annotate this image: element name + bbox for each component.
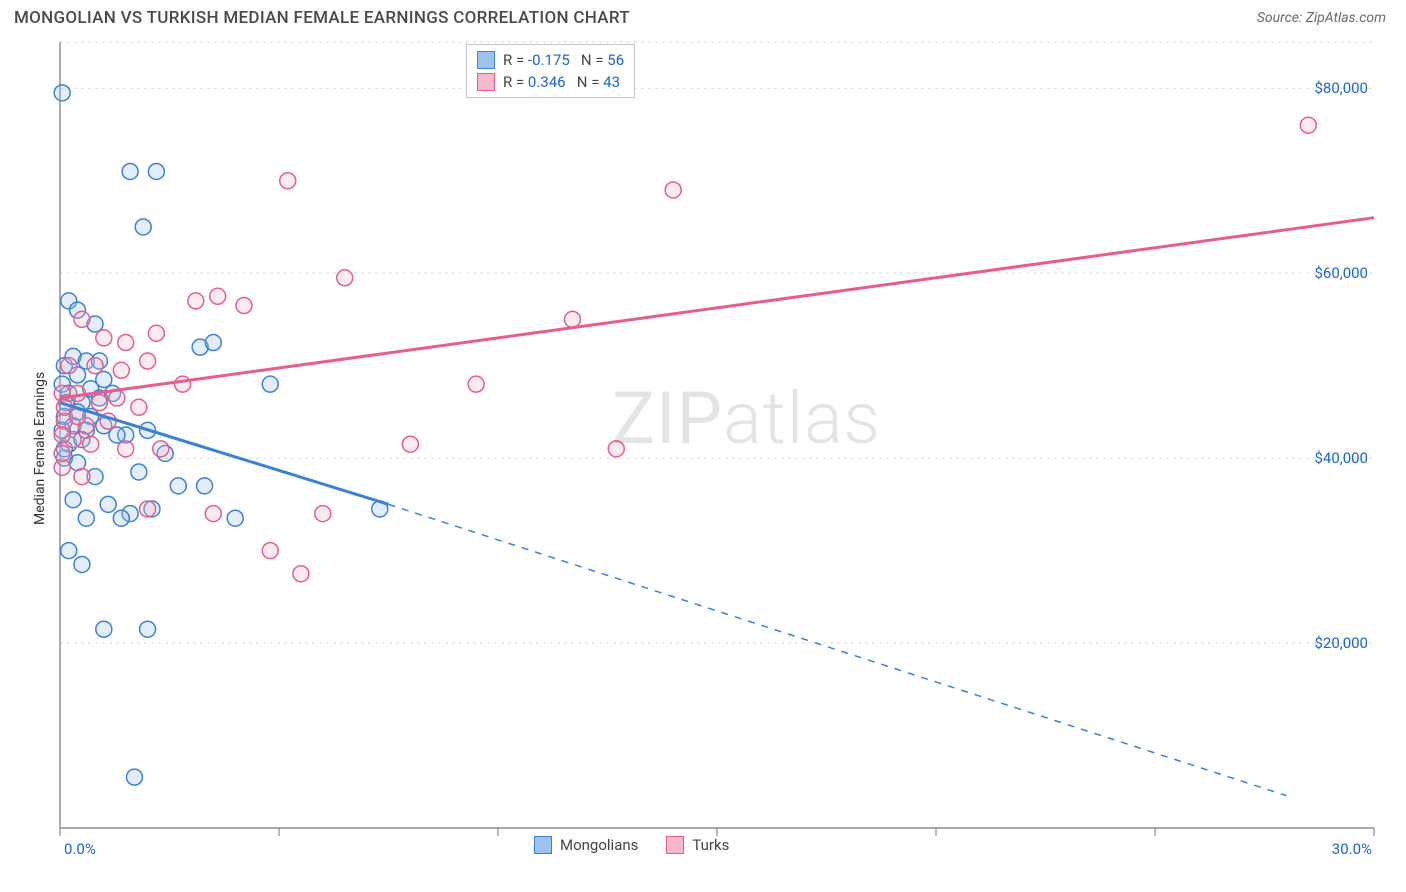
chart-container: $20,000$40,000$60,000$80,0000.0%30.0% ZI…: [14, 36, 1392, 876]
data-point: [468, 376, 484, 392]
data-point: [100, 496, 116, 512]
stats-text: R = -0.175 N = 56: [503, 49, 624, 71]
data-point: [1300, 117, 1316, 133]
source-attribution: Source: ZipAtlas.com: [1257, 10, 1386, 26]
legend-item: Mongolians: [534, 836, 638, 854]
data-point: [262, 376, 278, 392]
chart-title: MONGOLIAN VS TURKISH MEDIAN FEMALE EARNI…: [14, 8, 630, 28]
series-swatch: [534, 836, 552, 854]
data-point: [96, 330, 112, 346]
data-point: [402, 436, 418, 452]
data-point: [140, 621, 156, 637]
y-tick-label: $60,000: [1314, 264, 1368, 282]
stats-text: R = 0.346 N = 43: [503, 71, 620, 93]
data-point: [65, 492, 81, 508]
legend-item: Turks: [666, 836, 729, 854]
data-point: [227, 510, 243, 526]
data-point: [564, 311, 580, 327]
data-point: [126, 769, 142, 785]
header: MONGOLIAN VS TURKISH MEDIAN FEMALE EARNI…: [0, 0, 1406, 36]
data-point: [118, 441, 134, 457]
data-point: [337, 270, 353, 286]
data-point: [78, 510, 94, 526]
source-prefix: Source:: [1257, 10, 1306, 26]
data-point: [131, 399, 147, 415]
data-point: [61, 543, 77, 559]
data-point: [608, 441, 624, 457]
series-swatch: [477, 51, 495, 69]
data-point: [148, 325, 164, 341]
data-point: [175, 376, 191, 392]
data-point: [122, 163, 138, 179]
data-point: [54, 427, 70, 443]
data-point: [54, 445, 70, 461]
data-point: [113, 362, 129, 378]
data-point: [118, 335, 134, 351]
y-tick-label: $40,000: [1314, 449, 1368, 467]
data-point: [148, 163, 164, 179]
series-swatch: [666, 836, 684, 854]
source-name: ZipAtlas.com: [1306, 10, 1386, 26]
legend-label: Turks: [692, 836, 729, 854]
data-point: [236, 298, 252, 314]
data-point: [280, 173, 296, 189]
data-point: [74, 311, 90, 327]
data-point: [205, 335, 221, 351]
data-point: [315, 506, 331, 522]
data-point: [83, 436, 99, 452]
series-swatch: [477, 73, 495, 91]
data-point: [262, 543, 278, 559]
stats-row: R = 0.346 N = 43: [477, 71, 624, 93]
stats-row: R = -0.175 N = 56: [477, 49, 624, 71]
data-point: [210, 288, 226, 304]
data-point: [61, 358, 77, 374]
x-tick-max: 30.0%: [1332, 840, 1372, 858]
data-point: [188, 293, 204, 309]
data-point: [74, 556, 90, 572]
data-point: [665, 182, 681, 198]
data-point: [131, 464, 147, 480]
data-point: [96, 372, 112, 388]
legend-label: Mongolians: [560, 836, 638, 854]
x-tick-min: 0.0%: [64, 840, 96, 858]
y-tick-label: $80,000: [1314, 79, 1368, 97]
data-point: [135, 219, 151, 235]
data-point: [96, 621, 112, 637]
data-point: [140, 353, 156, 369]
data-point: [197, 478, 213, 494]
data-point: [170, 478, 186, 494]
scatter-chart: $20,000 $40,000 $60,000 $80,000 0.0% 30.0%: [14, 36, 1392, 876]
correlation-stats-box: R = -0.175 N = 56R = 0.346 N = 43: [466, 44, 635, 98]
data-point: [113, 510, 129, 526]
data-point: [153, 441, 169, 457]
data-point: [91, 395, 107, 411]
data-point: [87, 358, 103, 374]
series-legend: Mongolians Turks: [534, 836, 729, 854]
data-point: [140, 501, 156, 517]
data-point: [109, 427, 125, 443]
data-point: [54, 85, 70, 101]
data-point: [205, 506, 221, 522]
data-point: [74, 469, 90, 485]
data-point: [293, 566, 309, 582]
y-tick-label: $20,000: [1314, 634, 1368, 652]
y-axis-label: Median Female Earnings: [32, 372, 48, 525]
